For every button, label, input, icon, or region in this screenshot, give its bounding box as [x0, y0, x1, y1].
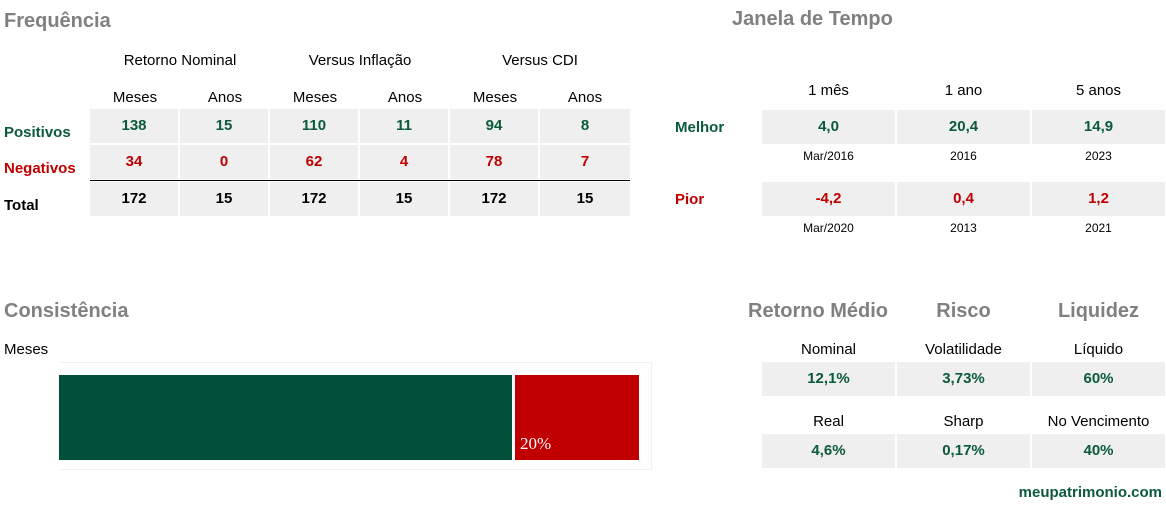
- melhor-date: Mar/2016: [803, 149, 854, 163]
- table-cell: 110: [270, 109, 358, 143]
- table-cell: 15: [180, 109, 268, 143]
- melhor-value: 4,0: [762, 110, 895, 144]
- table-cell: 0: [180, 145, 268, 179]
- retorno-medio-title: Retorno Médio: [748, 300, 888, 322]
- row-label-pior: Pior: [675, 191, 705, 208]
- consistencia-unit: Meses: [4, 341, 49, 358]
- positive-bar-segment: [59, 375, 512, 460]
- stat-value: 0,17%: [897, 434, 1030, 468]
- table-cell: 34: [90, 145, 178, 179]
- liquidez-title: Liquidez: [1057, 300, 1140, 322]
- stat-label: No Vencimento: [1047, 413, 1150, 430]
- row-label-melhor: Melhor: [675, 119, 725, 136]
- risco-title: Risco: [936, 300, 991, 322]
- pior-value: 1,2: [1032, 182, 1165, 216]
- stat-label: Sharp: [943, 413, 984, 430]
- table-cell: 172: [90, 182, 178, 216]
- table-cell: 11: [360, 109, 448, 143]
- stat-value: 4,6%: [762, 434, 895, 468]
- stat-value: 60%: [1032, 362, 1165, 396]
- row-label-positivos: Positivos: [4, 124, 71, 141]
- consistencia-bar: 20%: [59, 362, 652, 470]
- group-header-nominal: Retorno Nominal: [123, 52, 237, 69]
- stat-label: Nominal: [800, 341, 857, 358]
- subcol-header: Anos: [207, 89, 243, 106]
- stat-label: Volatilidade: [925, 341, 1002, 358]
- table-cell: 4: [360, 145, 448, 179]
- subcol-header: Meses: [112, 89, 158, 106]
- stat-value: 12,1%: [762, 362, 895, 396]
- table-cell: 15: [540, 182, 630, 216]
- pior-date: 2013: [950, 221, 977, 235]
- subcol-header: Meses: [472, 89, 518, 106]
- negative-bar-segment: 20%: [515, 375, 639, 460]
- pior-value: -4,2: [762, 182, 895, 216]
- stat-value: 3,73%: [897, 362, 1030, 396]
- subcol-header: Anos: [387, 89, 423, 106]
- table-cell: 15: [360, 182, 448, 216]
- row-label-negativos: Negativos: [4, 160, 76, 177]
- melhor-value: 20,4: [897, 110, 1030, 144]
- table-cell: 78: [450, 145, 538, 179]
- table-cell: 172: [270, 182, 358, 216]
- stat-label: Líquido: [1073, 341, 1124, 358]
- pior-date: Mar/2020: [803, 221, 854, 235]
- total-divider: [90, 180, 630, 181]
- frequencia-title: Frequência: [4, 10, 111, 32]
- consistencia-title: Consistência: [4, 300, 129, 322]
- table-cell: 138: [90, 109, 178, 143]
- subcol-header: Anos: [567, 89, 603, 106]
- negative-share-label: 20%: [520, 434, 552, 453]
- pior-value: 0,4: [897, 182, 1030, 216]
- col-header-5anos: 5 anos: [1075, 82, 1122, 99]
- melhor-value: 14,9: [1032, 110, 1165, 144]
- stat-label: Real: [813, 413, 844, 430]
- col-header-1mes: 1 mês: [808, 82, 849, 99]
- col-header-1ano: 1 ano: [944, 82, 983, 99]
- melhor-date: 2023: [1085, 149, 1112, 163]
- row-label-total: Total: [4, 197, 39, 214]
- subcol-header: Meses: [292, 89, 338, 106]
- table-cell: 94: [450, 109, 538, 143]
- pior-date: 2021: [1085, 221, 1112, 235]
- table-cell: 7: [540, 145, 630, 179]
- janela-title: Janela de Tempo: [732, 8, 893, 30]
- brand-link[interactable]: meupatrimonio.com: [1018, 484, 1162, 501]
- table-cell: 62: [270, 145, 358, 179]
- table-cell: 8: [540, 109, 630, 143]
- table-cell: 172: [450, 182, 538, 216]
- group-header-cdi: Versus CDI: [502, 52, 578, 69]
- table-cell: 15: [180, 182, 268, 216]
- melhor-date: 2016: [950, 149, 977, 163]
- group-header-inflacao: Versus Inflação: [308, 52, 412, 69]
- stat-value: 40%: [1032, 434, 1165, 468]
